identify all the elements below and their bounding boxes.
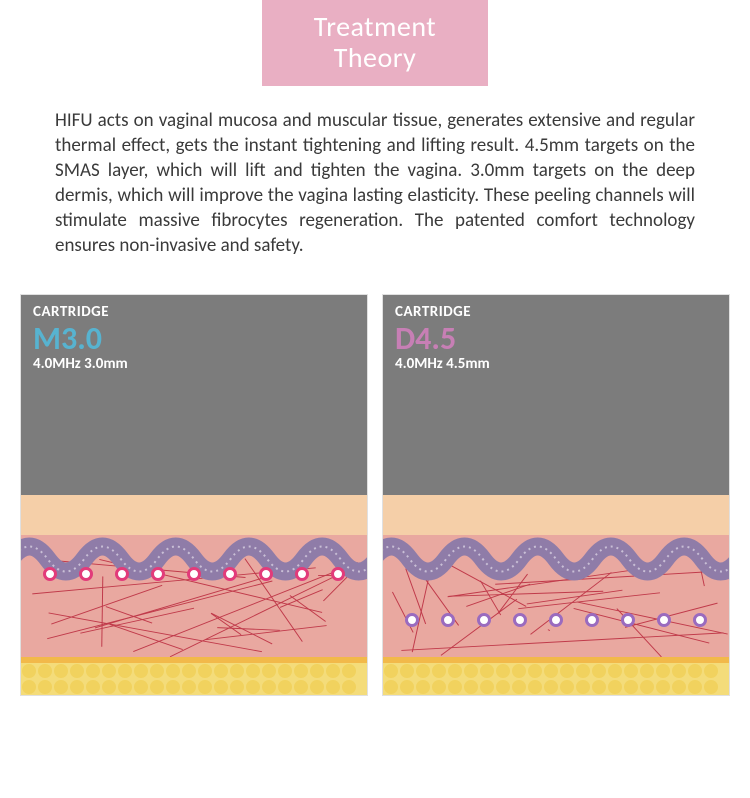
header-title-line2: Theory — [314, 43, 436, 74]
focus-point — [657, 613, 671, 627]
focus-point — [585, 613, 599, 627]
wave-band — [383, 529, 729, 589]
focus-point — [79, 567, 93, 581]
focus-points — [21, 567, 367, 581]
skin-diagram — [383, 495, 729, 695]
focus-point — [43, 567, 57, 581]
focus-point — [693, 613, 707, 627]
cartridge-model: D4.5 — [395, 323, 717, 355]
focus-point — [187, 567, 201, 581]
focus-point — [621, 613, 635, 627]
fat-cells — [21, 663, 367, 695]
panel-header: CARTRIDGEM3.04.0MHz 3.0mm — [21, 295, 367, 495]
focus-point — [441, 613, 455, 627]
focus-point — [331, 567, 345, 581]
focus-point — [115, 567, 129, 581]
cartridge-spec: 4.0MHz 4.5mm — [395, 355, 717, 373]
cartridge-spec: 4.0MHz 3.0mm — [33, 355, 355, 373]
skin-diagram — [21, 495, 367, 695]
focus-point — [295, 567, 309, 581]
cartridge-panel-1: CARTRIDGED4.54.0MHz 4.5mm — [382, 294, 730, 696]
header-banner: Treatment Theory — [262, 0, 488, 86]
focus-points — [383, 613, 729, 627]
focus-point — [223, 567, 237, 581]
header-title-line1: Treatment — [314, 12, 436, 43]
focus-point — [549, 613, 563, 627]
body-paragraph: HIFU acts on vaginal mucosa and muscular… — [55, 108, 695, 258]
focus-point — [259, 567, 273, 581]
cartridge-model: M3.0 — [33, 323, 355, 355]
fat-cells — [383, 663, 729, 695]
focus-point — [477, 613, 491, 627]
focus-point — [405, 613, 419, 627]
focus-point — [513, 613, 527, 627]
focus-point — [151, 567, 165, 581]
cartridge-panels: CARTRIDGEM3.04.0MHz 3.0mmCARTRIDGED4.54.… — [20, 294, 730, 696]
panel-header: CARTRIDGED4.54.0MHz 4.5mm — [383, 295, 729, 495]
cartridge-panel-0: CARTRIDGEM3.04.0MHz 3.0mm — [20, 294, 368, 696]
